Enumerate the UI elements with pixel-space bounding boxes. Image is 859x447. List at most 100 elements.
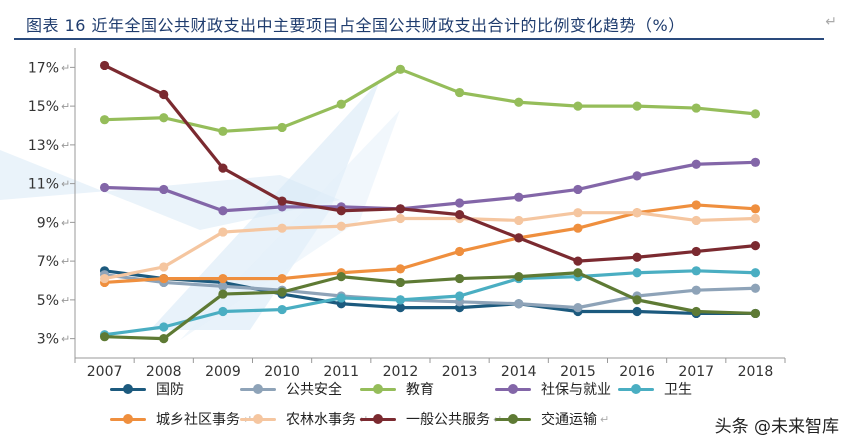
series-农林水事务	[99, 208, 761, 284]
data-point	[159, 89, 169, 100]
data-point	[750, 241, 761, 251]
data-point	[573, 184, 583, 195]
data-point	[514, 215, 524, 226]
data-point	[691, 266, 701, 276]
data-point	[99, 332, 110, 342]
legend-item: 国防	[110, 378, 184, 400]
x-tick-label: 2016	[619, 364, 655, 380]
legend-swatch	[360, 382, 396, 396]
data-point	[336, 221, 346, 231]
data-point	[395, 295, 406, 305]
data-point	[691, 200, 701, 210]
data-point	[632, 101, 642, 111]
legend-label: 农林水事务	[286, 412, 356, 428]
data-point	[99, 115, 110, 125]
data-point	[395, 204, 406, 214]
legend-label: 社保与就业	[541, 382, 611, 398]
data-point	[514, 272, 524, 282]
legend-item: 农林水事务↵	[240, 408, 368, 430]
series-line	[102, 203, 758, 285]
series-交通运输	[99, 268, 761, 344]
legend-label: 公共安全	[286, 382, 342, 398]
paragraph-mark-icon: ↵	[61, 178, 70, 191]
axes: 3% ↵5% ↵7% ↵9% ↵11% ↵13% ↵15% ↵17% ↵2007 2008 2009…	[28, 48, 786, 380]
data-point	[159, 113, 169, 123]
legend-item: 公共安全	[240, 378, 342, 400]
data-point	[218, 273, 228, 284]
legend-item: 城乡社区事务↵	[110, 408, 252, 430]
paragraph-mark-icon: ↵	[600, 412, 610, 426]
data-point	[277, 273, 287, 284]
series-line	[102, 63, 758, 263]
data-point	[218, 163, 228, 173]
x-tick-label: 2011	[323, 364, 359, 380]
legend-label: 教育	[406, 382, 434, 398]
x-tick-label: 2007	[87, 364, 123, 380]
data-point	[691, 246, 701, 257]
legend-label: 交通运输	[541, 412, 597, 428]
data-point	[159, 184, 169, 195]
data-point	[573, 268, 583, 278]
data-point	[750, 157, 761, 167]
data-point	[454, 291, 465, 301]
paragraph-mark-icon: ↵	[825, 14, 837, 30]
data-point	[336, 206, 346, 216]
data-point	[691, 285, 701, 295]
data-point	[750, 283, 761, 293]
data-point	[395, 264, 406, 274]
legend-label: 城乡社区事务	[156, 412, 240, 428]
x-tick-label: 2018	[738, 364, 774, 380]
data-point	[632, 171, 642, 181]
data-point	[632, 268, 642, 278]
data-point	[454, 273, 465, 284]
series-line	[102, 211, 758, 281]
x-tick-label: 2012	[383, 364, 419, 380]
series-教育	[99, 64, 761, 136]
data-point	[691, 103, 701, 113]
data-point	[573, 256, 583, 266]
series-line	[102, 67, 758, 133]
data-point	[514, 233, 524, 243]
x-tick-label: 2008	[146, 364, 182, 380]
y-tick-label: 7%	[37, 254, 59, 270]
series-line	[102, 269, 758, 316]
legend-item: 卫生	[618, 378, 692, 400]
data-point	[218, 306, 228, 317]
x-tick-label: 2009	[205, 364, 241, 380]
y-tick-label: 15%	[28, 99, 59, 115]
data-point	[336, 99, 346, 109]
data-point	[277, 223, 287, 233]
data-point	[691, 306, 701, 317]
paragraph-mark-icon: ↵	[61, 216, 70, 229]
data-point	[573, 101, 583, 111]
data-point	[573, 208, 583, 218]
legend-swatch	[110, 412, 146, 426]
x-tick-label: 2017	[678, 364, 714, 380]
legend-swatch	[495, 382, 531, 396]
data-point	[395, 277, 406, 288]
legend-swatch	[240, 382, 276, 396]
series-line	[102, 269, 758, 337]
data-point	[454, 210, 465, 220]
data-point	[218, 206, 228, 216]
legend-label: 卫生	[664, 382, 692, 398]
data-point	[395, 213, 406, 224]
legend-swatch	[360, 412, 396, 426]
data-point	[514, 97, 524, 107]
data-point	[218, 227, 228, 237]
data-point	[750, 109, 761, 119]
data-point	[277, 304, 287, 315]
x-tick-label: 2014	[501, 364, 537, 380]
legend-item: 社保与就业	[495, 378, 611, 400]
series-layer	[99, 60, 761, 344]
data-point	[277, 287, 287, 297]
legend-swatch	[495, 412, 531, 426]
paragraph-mark-icon: ↵	[61, 255, 70, 268]
paragraph-mark-icon: ↵	[61, 333, 70, 346]
data-point	[159, 322, 169, 332]
legend-label: 国防	[156, 382, 184, 398]
legend-item: 交通运输 ↵	[495, 408, 609, 430]
data-point	[218, 281, 228, 291]
data-point	[454, 246, 465, 257]
y-tick-label: 11%	[28, 177, 59, 193]
